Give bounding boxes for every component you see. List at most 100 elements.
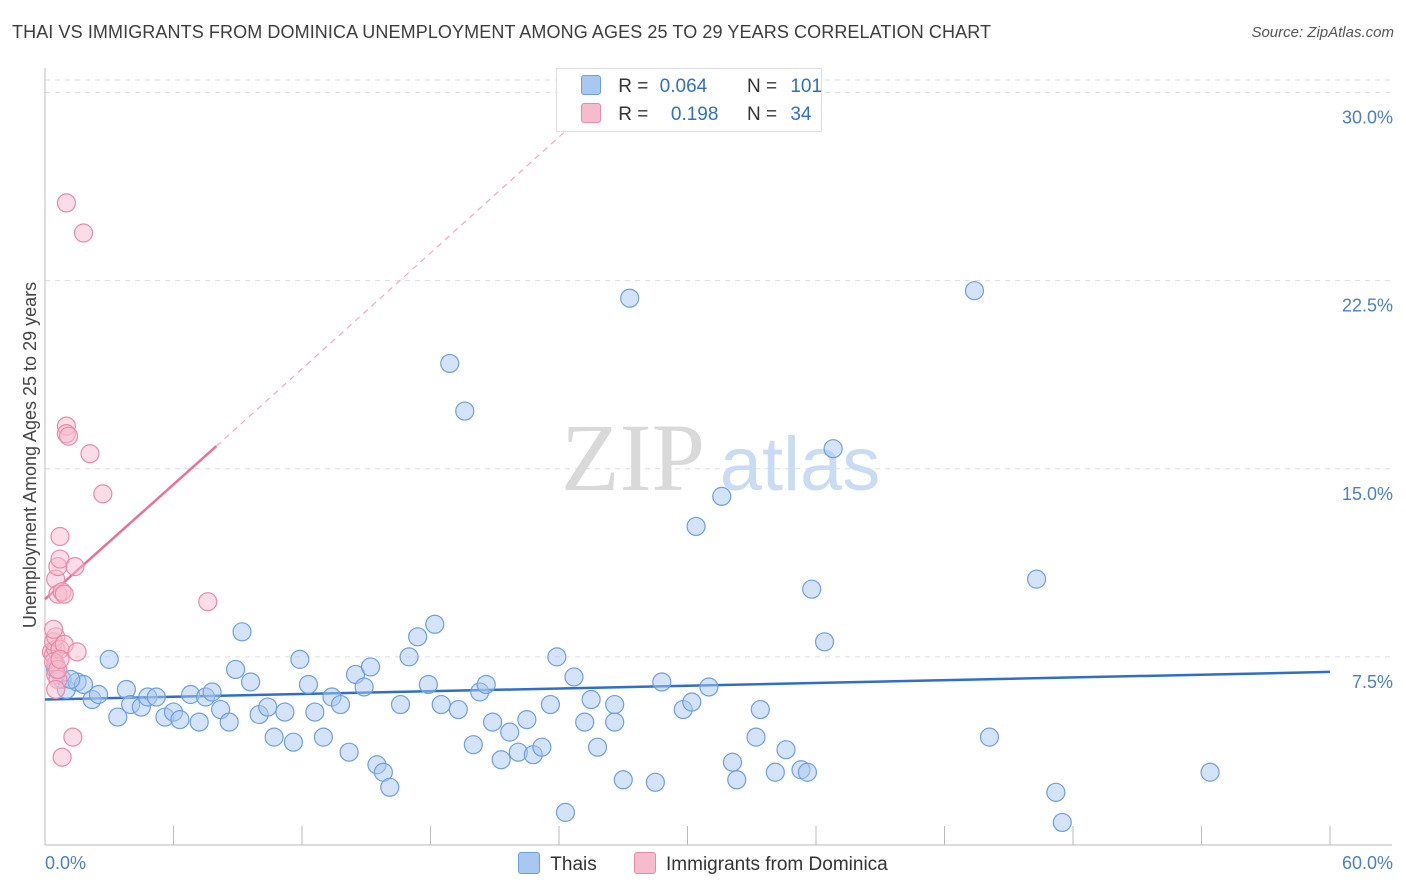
point-thais xyxy=(313,727,334,747)
point-thais xyxy=(765,762,785,782)
point-dominica xyxy=(56,193,77,213)
point-thais xyxy=(575,712,595,732)
point-thais xyxy=(380,777,400,797)
point-dominica xyxy=(80,444,100,464)
axes: 7.5% 15.0% 22.5% 30.0% 0.0% 60.0% xyxy=(44,68,1393,873)
point-thais xyxy=(605,694,625,715)
legend-item-thais: Thais xyxy=(518,852,597,876)
point-thais xyxy=(448,699,468,720)
point-dominica xyxy=(46,679,66,700)
source-credit: Source: ZipAtlas.com xyxy=(1251,24,1394,41)
point-thais xyxy=(517,709,537,730)
point-thais xyxy=(418,674,438,695)
point-dominica xyxy=(54,584,74,604)
point-thais xyxy=(305,702,325,722)
legend-n-value: 34 xyxy=(790,104,812,125)
point-thais xyxy=(202,682,222,702)
point-dominica xyxy=(198,592,218,612)
legend-label-thais: Thais xyxy=(550,854,597,875)
point-thais xyxy=(298,674,319,695)
point-thais xyxy=(682,692,702,712)
point-thais xyxy=(540,694,561,715)
point-thais xyxy=(500,722,520,742)
point-thais xyxy=(727,770,747,790)
point-thais xyxy=(219,712,239,732)
point-thais xyxy=(581,689,601,710)
point-thais xyxy=(712,486,732,506)
point-thais xyxy=(455,401,475,421)
grid-lines xyxy=(45,79,1392,658)
chart-title: THAI VS IMMIGRANTS FROM DOMINICA UNEMPLO… xyxy=(12,22,992,42)
point-thais xyxy=(226,659,246,680)
point-thais xyxy=(652,672,672,692)
legend-swatch-dominica xyxy=(581,103,601,123)
point-dominica xyxy=(93,484,113,504)
point-thais xyxy=(699,677,719,697)
point-thais xyxy=(476,674,496,695)
legend-row-thais: R = 0.064 N = 101 xyxy=(581,75,822,99)
point-thais xyxy=(440,353,460,374)
point-thais xyxy=(339,742,359,762)
legend-row-dominica: R = 0.198 N = 34 xyxy=(581,103,811,127)
point-dominica xyxy=(67,642,87,662)
point-thais xyxy=(483,712,503,732)
point-dominica xyxy=(65,556,85,577)
legend-item-dominica: Immigrants from Dominica xyxy=(634,852,888,876)
point-thais xyxy=(399,647,419,667)
point-thais xyxy=(587,737,608,757)
point-thais xyxy=(241,672,261,692)
point-thais xyxy=(620,288,640,308)
point-thais xyxy=(1200,762,1220,782)
legend-label-dominica: Immigrants from Dominica xyxy=(666,854,888,875)
point-thais xyxy=(170,709,190,730)
point-thais xyxy=(1026,569,1047,589)
point-thais xyxy=(99,649,119,669)
point-dominica xyxy=(73,223,94,243)
point-thais xyxy=(746,727,766,747)
point-thais xyxy=(108,707,128,727)
legend-swatch-dominica xyxy=(634,852,657,874)
point-thais xyxy=(88,684,109,705)
point-thais xyxy=(814,632,835,652)
trend-line-dominica-extension xyxy=(215,117,581,447)
point-thais xyxy=(750,699,770,720)
point-thais xyxy=(686,516,706,537)
series-legend: Thais Immigrants from Dominica xyxy=(0,852,1406,876)
point-dominica xyxy=(58,426,79,446)
point-thais xyxy=(431,694,451,715)
point-thais xyxy=(354,677,374,697)
trend-line-dominica xyxy=(44,445,218,601)
point-thais xyxy=(964,281,985,301)
point-thais xyxy=(290,649,310,669)
legend-swatch-thais xyxy=(581,75,601,95)
point-dominica xyxy=(52,747,72,767)
point-thais xyxy=(232,622,252,642)
point-dominica xyxy=(50,526,70,547)
point-thais xyxy=(275,702,295,722)
y-tick-label: 7.5% xyxy=(1352,672,1393,692)
legend-r-value: 0.198 xyxy=(670,104,719,125)
point-thais xyxy=(1052,812,1072,833)
point-thais xyxy=(146,687,166,707)
point-dominica xyxy=(50,649,70,669)
y-tick-label: 22.5% xyxy=(1342,296,1393,316)
point-thais xyxy=(189,712,209,732)
legend-r-label: R = xyxy=(618,76,649,97)
legend-n-value: 101 xyxy=(790,76,823,97)
point-thais xyxy=(645,772,665,792)
point-thais xyxy=(264,727,284,747)
watermark-zip: ZIP xyxy=(561,404,705,511)
point-thais xyxy=(802,579,822,599)
data-points xyxy=(41,193,1220,833)
point-thais xyxy=(613,770,633,790)
legend-r-value: 0.064 xyxy=(659,76,708,97)
point-thais xyxy=(797,762,818,782)
point-thais xyxy=(1046,782,1066,802)
point-thais xyxy=(463,735,483,755)
point-thais xyxy=(532,737,552,757)
legend-n-label: N = xyxy=(746,104,778,125)
y-axis-label: Unemployment Among Ages 25 to 29 years xyxy=(20,282,40,628)
stats-legend: R = 0.064 N = 101 R = 0.198 N = 34 xyxy=(556,68,822,132)
y-tick-label: 15.0% xyxy=(1342,484,1393,504)
